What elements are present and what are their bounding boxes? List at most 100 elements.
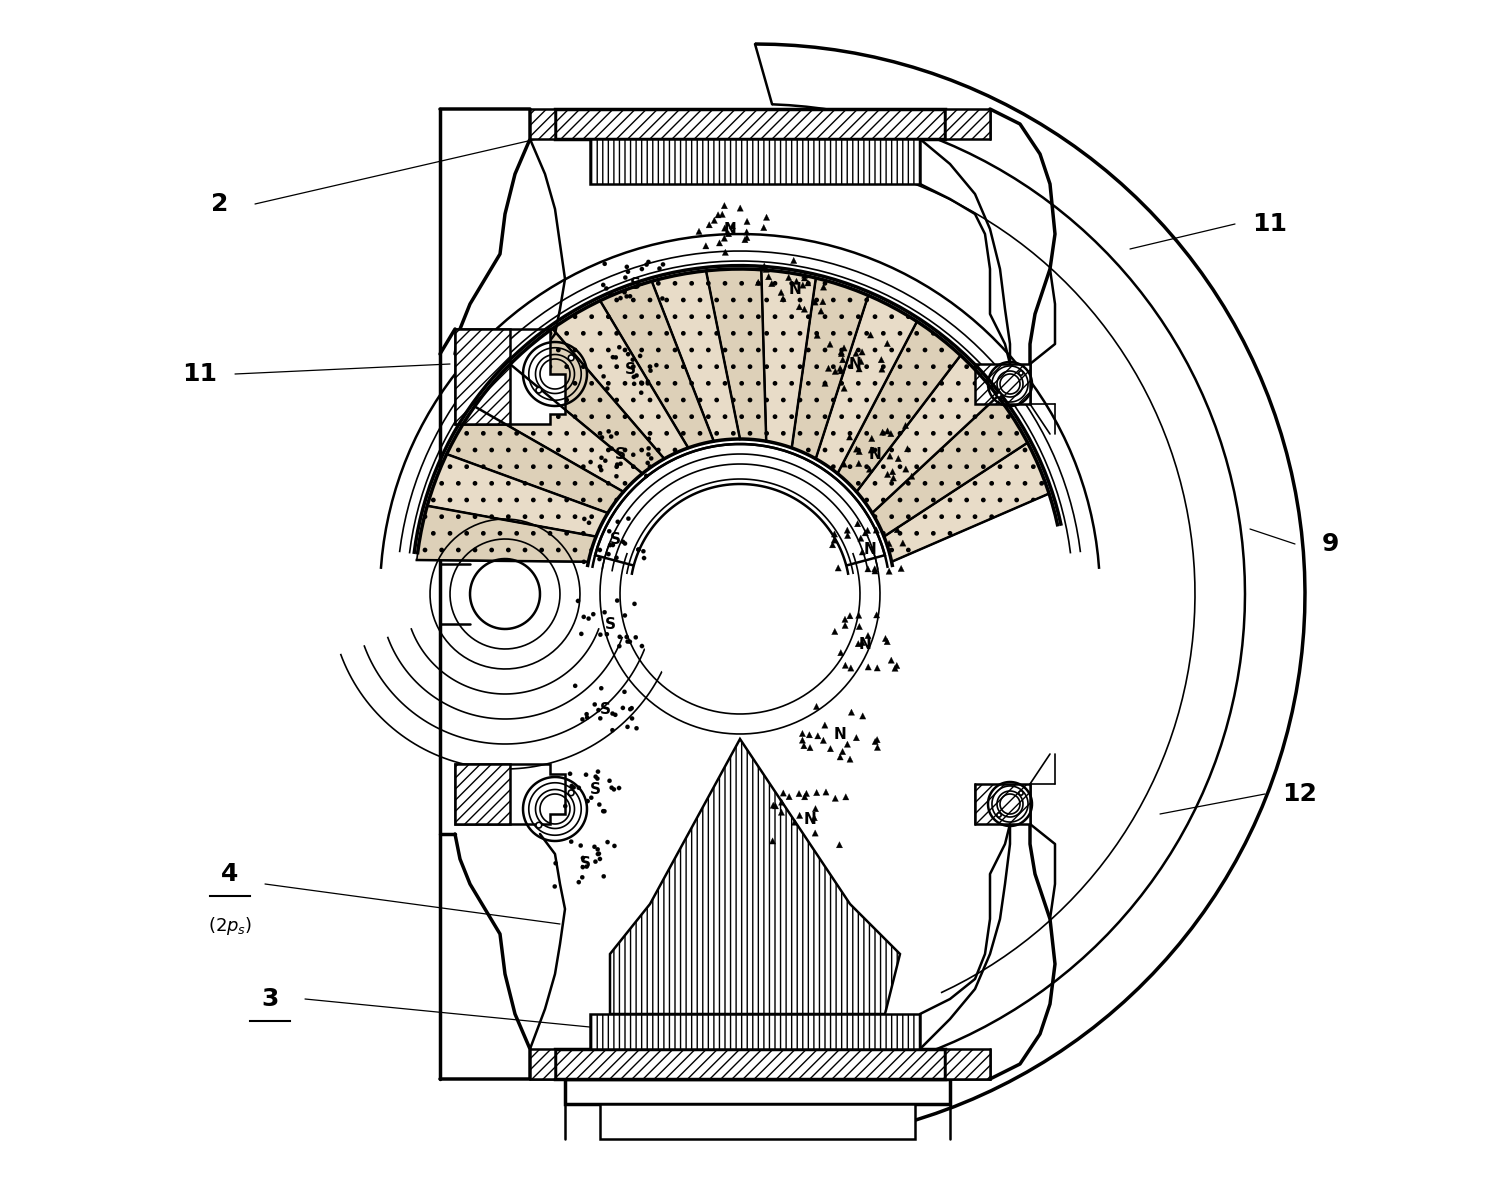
Polygon shape (847, 612, 853, 619)
Polygon shape (837, 365, 843, 372)
Circle shape (630, 484, 850, 704)
Circle shape (553, 884, 557, 889)
Circle shape (601, 374, 606, 379)
Polygon shape (903, 465, 909, 472)
Polygon shape (802, 793, 808, 800)
Polygon shape (729, 223, 735, 229)
Polygon shape (722, 225, 728, 231)
Polygon shape (874, 736, 880, 742)
Circle shape (613, 713, 618, 718)
Polygon shape (455, 329, 510, 424)
Circle shape (609, 435, 613, 439)
Circle shape (599, 456, 604, 459)
Polygon shape (865, 664, 871, 670)
Polygon shape (711, 217, 717, 224)
Circle shape (621, 540, 625, 543)
Circle shape (615, 555, 619, 560)
Circle shape (618, 635, 622, 639)
Circle shape (645, 474, 648, 478)
Polygon shape (829, 541, 835, 548)
Polygon shape (832, 796, 838, 802)
Polygon shape (725, 231, 732, 237)
Text: S: S (599, 701, 610, 716)
Circle shape (584, 772, 589, 777)
Polygon shape (847, 665, 855, 671)
Circle shape (563, 804, 568, 809)
Text: N: N (868, 446, 882, 462)
Text: 12: 12 (1282, 781, 1317, 806)
Polygon shape (764, 214, 770, 220)
Polygon shape (814, 790, 820, 796)
Circle shape (602, 809, 607, 813)
Polygon shape (737, 205, 743, 211)
Polygon shape (595, 444, 885, 584)
Circle shape (606, 386, 610, 391)
Circle shape (571, 785, 575, 790)
Polygon shape (455, 329, 565, 424)
Polygon shape (590, 139, 920, 184)
Polygon shape (832, 629, 838, 635)
Text: N: N (859, 637, 871, 651)
Circle shape (642, 549, 646, 553)
Polygon shape (873, 739, 879, 745)
Circle shape (593, 860, 598, 864)
Polygon shape (837, 754, 843, 760)
Circle shape (630, 706, 634, 710)
Polygon shape (743, 229, 750, 236)
Polygon shape (827, 341, 834, 347)
Circle shape (648, 368, 652, 373)
Circle shape (997, 393, 1001, 397)
Circle shape (580, 632, 583, 636)
Polygon shape (865, 632, 871, 638)
Circle shape (639, 380, 643, 385)
Polygon shape (838, 350, 844, 356)
Circle shape (645, 461, 649, 465)
Circle shape (625, 270, 630, 274)
Polygon shape (888, 657, 894, 663)
Polygon shape (812, 830, 818, 836)
Polygon shape (805, 279, 811, 287)
Circle shape (581, 614, 586, 619)
Polygon shape (873, 612, 880, 618)
Circle shape (577, 880, 581, 884)
Circle shape (631, 381, 636, 386)
Polygon shape (879, 356, 885, 362)
Polygon shape (867, 466, 873, 472)
Text: N: N (849, 356, 861, 372)
Text: S: S (580, 856, 590, 871)
Polygon shape (855, 521, 861, 527)
Circle shape (616, 520, 621, 525)
Polygon shape (802, 275, 808, 281)
Polygon shape (945, 109, 991, 139)
Text: $(2p_s)$: $(2p_s)$ (208, 915, 252, 937)
Polygon shape (652, 271, 740, 442)
Circle shape (625, 635, 628, 639)
Circle shape (596, 708, 601, 713)
Polygon shape (599, 282, 714, 448)
Circle shape (598, 716, 602, 721)
Polygon shape (856, 612, 862, 618)
Circle shape (586, 799, 590, 803)
Polygon shape (761, 270, 815, 448)
Polygon shape (556, 1049, 945, 1079)
Circle shape (569, 784, 574, 789)
Polygon shape (865, 566, 871, 572)
Text: 11: 11 (183, 362, 217, 386)
Circle shape (580, 875, 584, 880)
Polygon shape (867, 332, 874, 339)
Circle shape (568, 790, 574, 796)
Circle shape (592, 844, 596, 849)
Circle shape (630, 716, 634, 721)
Polygon shape (806, 732, 812, 738)
Circle shape (625, 294, 628, 298)
Polygon shape (815, 295, 917, 474)
Circle shape (601, 283, 606, 287)
Polygon shape (761, 263, 767, 269)
Polygon shape (707, 221, 713, 229)
Polygon shape (874, 664, 880, 671)
Circle shape (627, 352, 630, 356)
Text: N: N (723, 221, 737, 237)
Circle shape (618, 296, 622, 301)
Circle shape (640, 266, 645, 271)
Polygon shape (744, 234, 750, 240)
